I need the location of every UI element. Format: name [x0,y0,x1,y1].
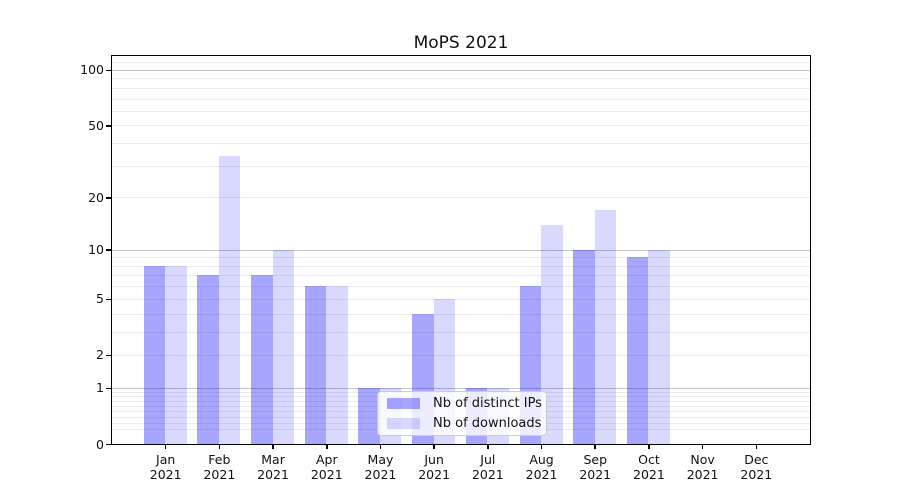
gridline-minor [111,143,810,145]
legend-row-distinct-ips: Nb of distinct IPs [387,396,546,411]
x-tick-label: Jan 2021 [149,452,182,482]
plot-area [110,55,811,445]
bar-nb-of-downloads-apr [326,286,348,444]
chart-title: MoPS 2021 [413,33,509,53]
gridline-minor [111,257,810,259]
y-tick-label: 0 [96,436,104,452]
y-tick-mark [106,197,111,199]
gridline-minor [111,354,810,356]
gridline-minor [111,313,810,315]
x-tick-mark [648,445,650,449]
y-tick-mark [106,125,111,127]
legend-swatch-distinct-ips [387,398,420,409]
y-tick-mark [106,387,111,390]
bar-nb-of-downloads-feb [218,155,241,444]
x-tick-mark [379,445,382,449]
x-tick-label: Apr 2021 [310,452,343,482]
gridline-minor [111,165,810,167]
bar-nb-of-distinct-ips-oct [626,257,649,444]
gridline-minor [111,197,810,199]
legend-label-distinct-ips: Nb of distinct IPs [433,396,542,411]
y-tick-label: 10 [88,242,104,258]
bar-nb-of-downloads-oct [648,249,670,444]
x-tick-label: Nov 2021 [686,452,719,482]
gridline-minor [111,298,810,300]
gridline-minor [111,98,810,100]
gridline-minor [111,87,810,89]
x-tick-label: Oct 2021 [633,452,665,482]
x-tick-mark [433,445,435,449]
gridline-major [111,249,810,251]
gridline-major [111,69,810,71]
x-tick-label: Jul 2021 [471,452,504,482]
y-tick-mark [106,298,111,301]
gridline-minor [111,125,810,127]
y-tick-label: 1 [96,380,104,396]
x-tick-label: Sep 2021 [579,452,612,482]
bar-nb-of-downloads-aug [541,224,563,444]
gridline-minor [111,78,810,80]
x-tick-label: Jun 2021 [418,452,451,482]
gridline-minor [111,275,810,277]
y-tick-label: 2 [96,347,104,363]
y-tick-mark [106,443,111,446]
gridline-major [111,387,810,389]
x-tick-label: Aug 2021 [525,452,558,482]
gridline-minor [111,286,810,288]
legend: Nb of distinct IPs Nb of downloads [377,391,547,436]
y-tick-mark [106,354,111,357]
bar-nb-of-distinct-ips-mar [251,275,273,444]
legend-row-downloads: Nb of downloads [387,416,546,431]
bar-nb-of-distinct-ips-may [358,387,380,444]
y-tick-mark [106,249,111,251]
y-tick-label: 5 [96,291,104,307]
bar-nb-of-downloads-mar [272,249,295,444]
legend-swatch-downloads [387,418,420,429]
x-tick-label: Dec 2021 [740,452,773,482]
x-tick-mark [701,445,704,449]
gridline-minor [111,62,810,64]
gridline-minor [111,110,810,112]
gridline-minor [111,331,810,333]
x-tick-mark [755,445,758,449]
bar-nb-of-distinct-ips-jan [143,265,166,444]
bar-nb-of-downloads-jan [165,265,187,444]
y-tick-label: 100 [80,62,104,78]
bar-nb-of-distinct-ips-feb [197,275,219,444]
x-tick-label: Feb 2021 [203,452,236,482]
gridline-minor [111,265,810,267]
y-tick-label: 20 [88,189,104,205]
bar-nb-of-distinct-ips-apr [304,286,327,444]
x-tick-mark [326,445,328,449]
y-tick-mark [106,69,111,72]
x-tick-mark [272,445,274,449]
x-tick-mark [594,445,596,449]
x-tick-mark [164,445,167,449]
x-tick-mark [487,445,489,449]
x-tick-mark [218,445,221,449]
x-tick-label: Mar 2021 [257,452,289,482]
bar-nb-of-distinct-ips-sep [573,249,595,444]
x-tick-mark [540,445,543,449]
x-tick-label: May 2021 [364,452,397,482]
bar-nb-of-downloads-sep [594,209,617,444]
legend-label-downloads: Nb of downloads [433,416,542,431]
y-tick-label: 50 [88,117,104,133]
